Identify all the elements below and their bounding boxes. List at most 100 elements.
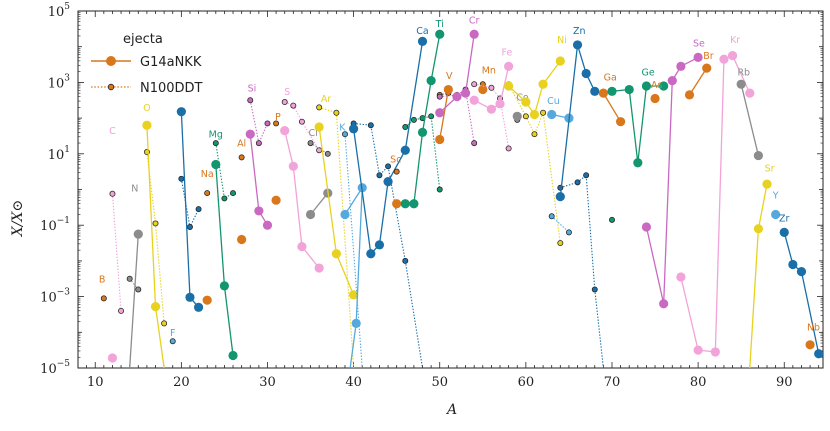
n100-point [307,140,314,147]
g14-point [417,127,428,137]
element-label-k: K [339,123,346,134]
n100-point [298,118,305,125]
n100-point [565,229,572,236]
element-label-ge: Ge [642,67,655,78]
g14-point [659,299,669,309]
n100-line-cu [551,215,570,233]
element-label-ar: Ar [321,94,331,105]
g14-point [314,263,324,273]
g14-point [150,301,161,312]
element-label-nb: Nb [807,323,820,334]
g14-point [607,86,617,96]
n100-point [333,109,340,116]
g14-point [753,150,764,161]
g14-point [193,302,204,312]
element-ga [598,88,626,127]
element-label-n: N [131,183,138,194]
n100-point [161,320,168,327]
g14-line-br [688,67,708,96]
g14-point [374,240,385,250]
g14-point [400,199,410,209]
chart-axes: A X/X⊙ 10 20 30 40 50 60 70 80 90 10−5 10−3 10−1 101… [10,2,793,418]
n100-line-k [344,134,363,368]
n100-point [238,154,245,161]
n100-point [204,190,211,197]
g14-point [142,120,152,130]
element-label-zn: Zn [573,26,586,37]
g14-point [417,36,428,46]
g14-point [486,104,497,114]
element-y [771,209,781,220]
element-label-sc: Sc [390,155,401,166]
g14-line-zn [559,44,596,197]
g14-point [727,51,738,61]
g14-point [650,93,660,104]
g14-point [469,29,479,39]
g14-point [504,61,514,71]
g14-line-cr [439,34,475,114]
g14-point [547,109,557,120]
g14-point [590,86,600,96]
g14-point [598,88,608,98]
n100-line-zn [560,174,604,368]
g14-point [426,76,436,86]
g14-point [133,229,143,239]
g14-point [555,56,565,66]
n100-point [195,206,202,213]
g14-line-v [439,89,449,140]
g14-point [495,99,505,109]
n100-point [376,172,383,179]
element-label-al: Al [237,139,246,150]
n100-point [488,84,495,91]
g14-point [297,242,307,252]
g14-line-s [284,130,320,269]
n100-point [324,150,331,157]
n100-point [135,286,142,293]
n100-point [436,186,443,193]
n100-point [178,175,185,182]
element-mg [211,140,238,361]
n100-point [393,168,400,175]
x-tick-label: 80 [690,375,707,390]
g14-point [340,209,350,220]
g14-line-sr [749,184,768,368]
y-tick-label: 10−1 [40,216,70,234]
n100-line-ne [180,178,200,229]
g14-point [271,195,281,205]
element-o [142,120,168,368]
x-tick-label: 60 [518,375,535,390]
element-label-ga: Ga [604,73,617,84]
n100-point [169,338,176,345]
element-ar [314,104,359,368]
g14-point [245,129,255,139]
element-rb [736,79,764,161]
g14-point [314,122,324,132]
g14-point [478,84,488,95]
element-label-p: P [275,112,281,123]
g14-point [702,63,712,73]
y-tick-label: 103 [48,73,71,91]
element-label-fe: Fe [502,48,513,59]
n100-point [402,257,409,264]
n100-point [100,295,107,302]
n100-line-ni [508,83,561,244]
element-zn [555,40,604,368]
element-sr [749,179,772,368]
element-ca [349,36,428,368]
g14-point [641,222,652,232]
n100-point [583,172,590,179]
g14-point [814,349,823,359]
n100-point [221,195,228,202]
g14-point [676,61,686,71]
g14-point [771,209,781,220]
g14-line-kr [680,54,751,353]
g14-point [176,107,186,117]
g14-point [228,350,238,361]
g14-point [460,88,471,98]
g14-line-k [344,185,363,368]
n100-line-s [284,101,320,151]
n100-point [531,131,538,138]
g14-point [254,206,264,216]
n100-point [609,216,615,223]
